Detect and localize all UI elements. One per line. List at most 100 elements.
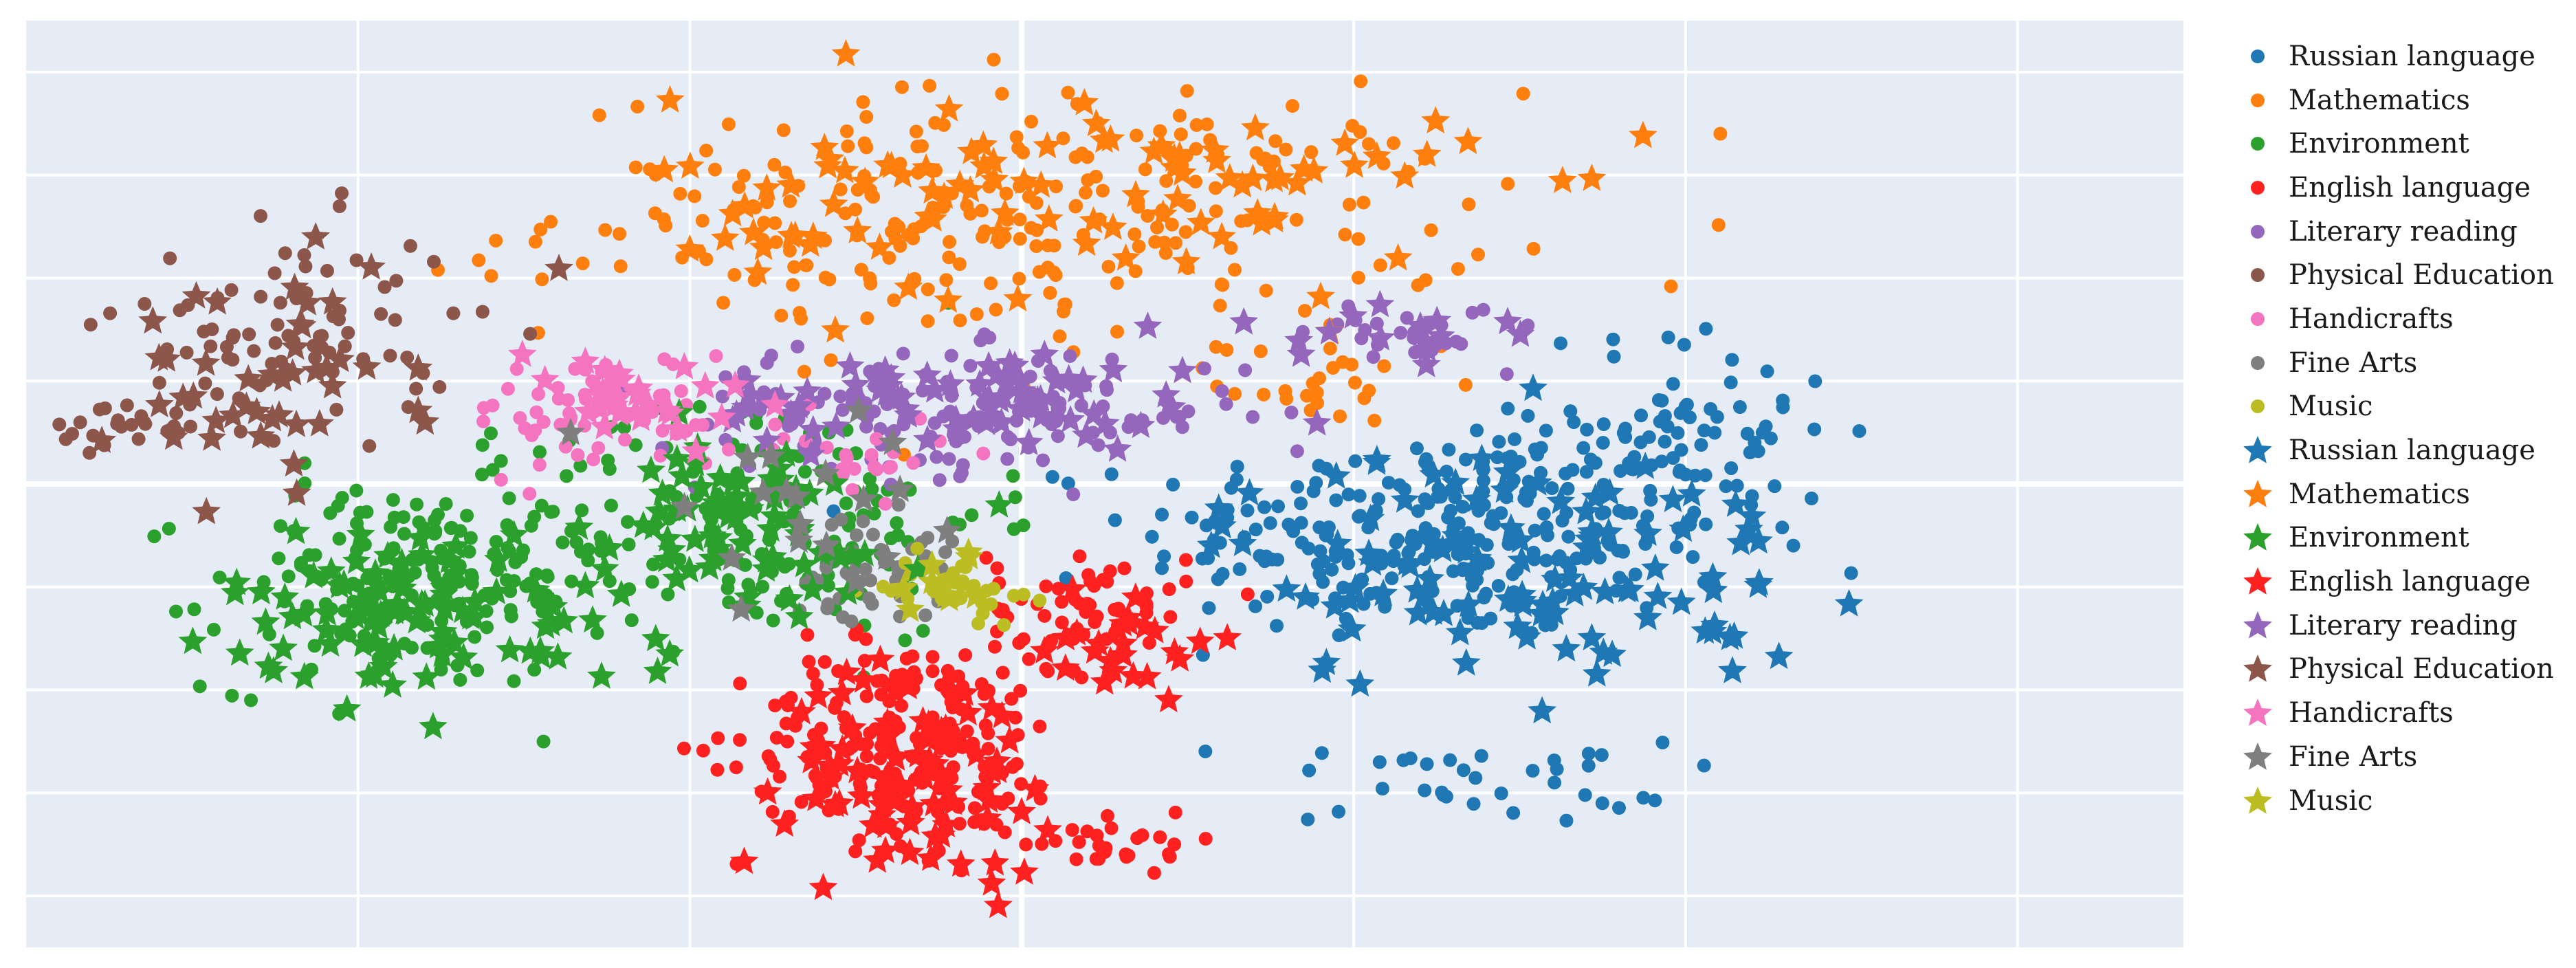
data-point-circle [977, 327, 991, 342]
data-point-star [346, 520, 375, 547]
data-point-circle [1263, 516, 1277, 530]
data-point-circle [821, 578, 835, 593]
data-point-circle [1682, 410, 1697, 425]
data-point-star [332, 694, 362, 722]
data-point-star [850, 166, 880, 195]
data-point-star [1590, 577, 1620, 604]
data-point-star [1441, 520, 1471, 549]
circle-marker-icon [2238, 390, 2278, 422]
data-point-star [1314, 317, 1344, 344]
data-point-circle [1354, 74, 1368, 89]
data-point-circle [891, 219, 905, 234]
data-point-circle [1443, 503, 1457, 518]
data-point-star [1330, 128, 1360, 156]
data-point-circle [1494, 506, 1508, 520]
data-point-circle [187, 602, 201, 617]
data-point-circle [1279, 391, 1294, 406]
data-point-circle [476, 401, 491, 415]
data-point-circle [1494, 786, 1508, 800]
data-point-star [662, 564, 692, 591]
data-point-circle [1215, 566, 1230, 581]
data-point-circle [1372, 492, 1386, 506]
data-point-circle [787, 260, 802, 274]
data-point-circle [688, 418, 703, 432]
data-point-circle [1224, 481, 1238, 495]
data-point-circle [1486, 517, 1501, 531]
data-point-circle [1037, 608, 1052, 623]
data-point-star [412, 662, 441, 690]
data-point-circle [509, 362, 524, 376]
data-point-star [1070, 87, 1099, 116]
data-point-star [752, 173, 782, 201]
data-point-star [703, 522, 733, 551]
data-point-circle [738, 558, 752, 572]
data-point-circle [1743, 446, 1757, 460]
data-point-star [1616, 575, 1644, 602]
legend-item: English language [2238, 560, 2568, 604]
data-point-star [388, 573, 417, 601]
data-point-star [1321, 461, 1351, 489]
data-point-star [1406, 311, 1435, 339]
data-point-circle [307, 639, 322, 653]
data-point-star [797, 746, 826, 773]
data-point-circle [893, 239, 907, 253]
data-point-circle [1595, 796, 1609, 811]
data-point-circle [1069, 852, 1083, 866]
data-point-star [352, 352, 382, 380]
data-point-circle [974, 204, 989, 218]
data-point-circle [1302, 763, 1317, 778]
data-point-circle [270, 318, 285, 332]
data-point-star [844, 395, 873, 424]
data-point-circle [995, 87, 1009, 101]
data-point-star [655, 639, 685, 667]
data-point-circle [604, 498, 618, 513]
data-point-circle [169, 406, 184, 420]
data-point-star [782, 481, 811, 509]
data-point-circle [1081, 568, 1096, 582]
data-point-circle [1660, 419, 1675, 434]
data-point-circle [733, 733, 747, 747]
data-point-circle [152, 375, 166, 390]
legend-label: Mathematics [2289, 478, 2470, 510]
data-point-circle [362, 439, 377, 453]
data-point-star [743, 257, 773, 285]
data-point-circle [839, 496, 853, 511]
data-point-circle [273, 519, 287, 534]
data-point-star [978, 756, 1006, 784]
legend-item: Fine Arts [2238, 341, 2568, 385]
data-point-circle [1545, 481, 1559, 496]
data-point-star [543, 642, 573, 670]
data-point-circle [862, 472, 877, 486]
data-point-star [1633, 603, 1662, 630]
data-point-star [430, 593, 459, 622]
data-point-circle [925, 664, 940, 679]
data-point-circle [1044, 634, 1059, 648]
data-point-star [956, 175, 985, 203]
data-point-star [419, 712, 448, 740]
data-point-star [974, 785, 1004, 813]
data-point-circle [1471, 615, 1485, 630]
data-point-circle [1708, 426, 1722, 440]
data-point-star [1167, 158, 1197, 186]
data-point-circle [1009, 757, 1024, 771]
data-point-star [1506, 525, 1535, 553]
data-point-star [878, 428, 907, 455]
data-point-circle [428, 526, 443, 540]
data-point-star [720, 370, 750, 398]
star-marker-icon [2238, 434, 2278, 466]
data-point-circle [1576, 441, 1591, 455]
data-point-star [1291, 582, 1320, 610]
data-point-circle [1248, 522, 1263, 537]
data-point-star [316, 556, 346, 584]
data-point-circle [835, 403, 850, 417]
data-point-star [954, 537, 983, 565]
data-point-circle [147, 529, 162, 544]
data-point-star [1323, 529, 1352, 556]
data-point-circle [206, 622, 221, 637]
data-point-circle [1431, 490, 1445, 504]
star-marker-icon [2238, 785, 2278, 817]
data-point-star [624, 373, 653, 402]
data-point-circle [562, 406, 577, 421]
data-point-star [681, 436, 711, 464]
data-point-circle [334, 626, 349, 641]
